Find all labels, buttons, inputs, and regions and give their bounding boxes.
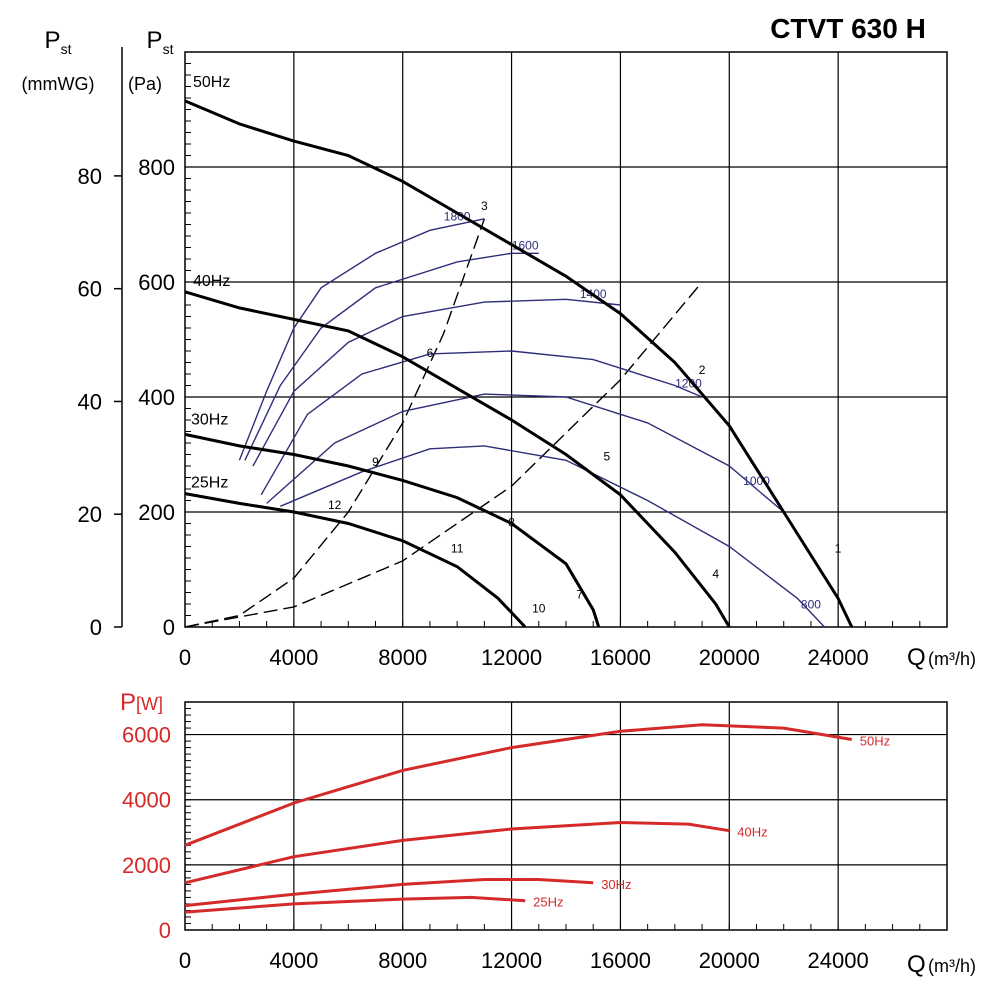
top-y-tick-label-mmwg: 20 (78, 502, 102, 527)
pressure-curve-30Hz (184, 432, 601, 628)
efficiency-curve-label: 1600 (512, 238, 539, 252)
top-x-tick-label: 8000 (378, 645, 427, 670)
pressure-curve-label: 40Hz (193, 273, 230, 290)
operating-point-label: 7 (576, 587, 583, 601)
top-y-tick-label-pa: 600 (138, 270, 175, 295)
power-curve-25Hz (184, 895, 526, 914)
operating-point-label: 12 (328, 498, 342, 512)
operating-point-label: 3 (481, 199, 488, 213)
top-y-tick-label-mmwg: 0 (90, 615, 102, 640)
efficiency-curve (266, 393, 785, 513)
chart-title: CTVT 630 H (770, 13, 926, 44)
bottom-y-tick-label: 2000 (122, 853, 171, 878)
efficiency-curve (280, 445, 826, 628)
operating-point-label: 10 (532, 602, 546, 616)
bottom-x-tick-label: 12000 (481, 948, 542, 973)
top-plot-frame (184, 51, 948, 628)
system-curve (184, 281, 703, 628)
bottom-ylabel: P[W] (120, 689, 163, 716)
power-curve-label: 50Hz (860, 733, 890, 748)
bottom-axis-labels: P[W] Q (m³/h) (120, 689, 976, 978)
efficiency-curve (238, 218, 485, 461)
operating-point-label: 2 (699, 363, 706, 377)
operating-point-label: 5 (603, 449, 610, 463)
top-x-tick-label: 24000 (808, 645, 869, 670)
top-xlabel-main: Q (907, 644, 926, 671)
efficiency-curve-label: 800 (801, 598, 821, 612)
top-x-tick-label: 0 (179, 645, 191, 670)
bottom-y-tick-label: 6000 (122, 723, 171, 748)
top-y-tick-label-pa: 200 (138, 500, 175, 525)
bottom-x-tick-label: 4000 (269, 948, 318, 973)
top-y-tick-label-mmwg: 60 (78, 277, 102, 302)
power-curve-30Hz (184, 878, 594, 908)
operating-point-label: 8 (508, 515, 515, 529)
bottom-xlabel-main: Q (907, 951, 926, 978)
pressure-curve-label: 25Hz (191, 475, 228, 492)
top-y-tick-label-mmwg: 80 (78, 164, 102, 189)
operating-point-label: 1 (835, 541, 842, 555)
power-curve-50Hz (184, 723, 853, 847)
operating-point-label: 9 (372, 455, 379, 469)
power-curve-label: 40Hz (737, 825, 767, 840)
top-x-tick-label: 12000 (481, 645, 542, 670)
bottom-xlabel-unit: (m³/h) (928, 956, 976, 976)
bottom-x-tick-label: 0 (179, 948, 191, 973)
top-xlabel-unit: (m³/h) (928, 649, 976, 669)
pressure-curve-40Hz (184, 290, 731, 628)
pressure-curve-label: 50Hz (193, 74, 230, 91)
pressure-chart: 0 4000 8000 12000 16000 20000 2400002004006008… (78, 47, 948, 670)
power-curve-label: 25Hz (533, 895, 563, 910)
power-curve-40Hz (184, 820, 730, 885)
pressure-curve-label: 30Hz (191, 411, 228, 428)
top-axis-labels: Pst (mmWG) Pst (Pa) (22, 27, 174, 94)
top-axis-x-label: Q (m³/h) (907, 644, 976, 671)
bottom-y-tick-label: 0 (159, 918, 171, 943)
right-axis-label: Pst (147, 27, 174, 57)
left-axis-label: Pst (45, 27, 72, 57)
pressure-curve-25Hz (184, 492, 527, 629)
bottom-x-tick-label: 24000 (808, 948, 869, 973)
top-y-tick-label-pa: 800 (138, 155, 175, 180)
power-chart: 0 4000 8000 12000 16000 20000 24000 0 2000 4000 60… (122, 701, 948, 973)
top-y-tick-label-pa: 400 (138, 385, 175, 410)
operating-point-label: 6 (427, 346, 434, 360)
operating-point-label: 11 (451, 541, 464, 555)
bottom-x-tick-label: 20000 (699, 948, 760, 973)
bottom-y-tick-label: 4000 (122, 788, 171, 813)
top-y-tick-label-pa: 0 (163, 615, 175, 640)
top-x-tick-label: 4000 (269, 645, 318, 670)
top-x-tick-label: 16000 (590, 645, 651, 670)
efficiency-curve (244, 252, 539, 461)
operating-point-label: 4 (712, 567, 719, 581)
system-curve (184, 218, 486, 628)
efficiency-curve (260, 350, 703, 496)
right-axis-unit: (Pa) (128, 74, 162, 94)
bottom-x-tick-label: 8000 (378, 948, 427, 973)
bottom-x-tick-label: 16000 (590, 948, 651, 973)
efficiency-curve (252, 298, 621, 467)
top-y-tick-label-mmwg: 40 (78, 389, 102, 414)
pressure-curve-50Hz (184, 99, 854, 628)
left-axis-unit: (mmWG) (22, 74, 95, 94)
top-x-tick-label: 20000 (699, 645, 760, 670)
power-curve-label: 30Hz (601, 877, 631, 892)
efficiency-curve-label: 1800 (444, 210, 471, 224)
